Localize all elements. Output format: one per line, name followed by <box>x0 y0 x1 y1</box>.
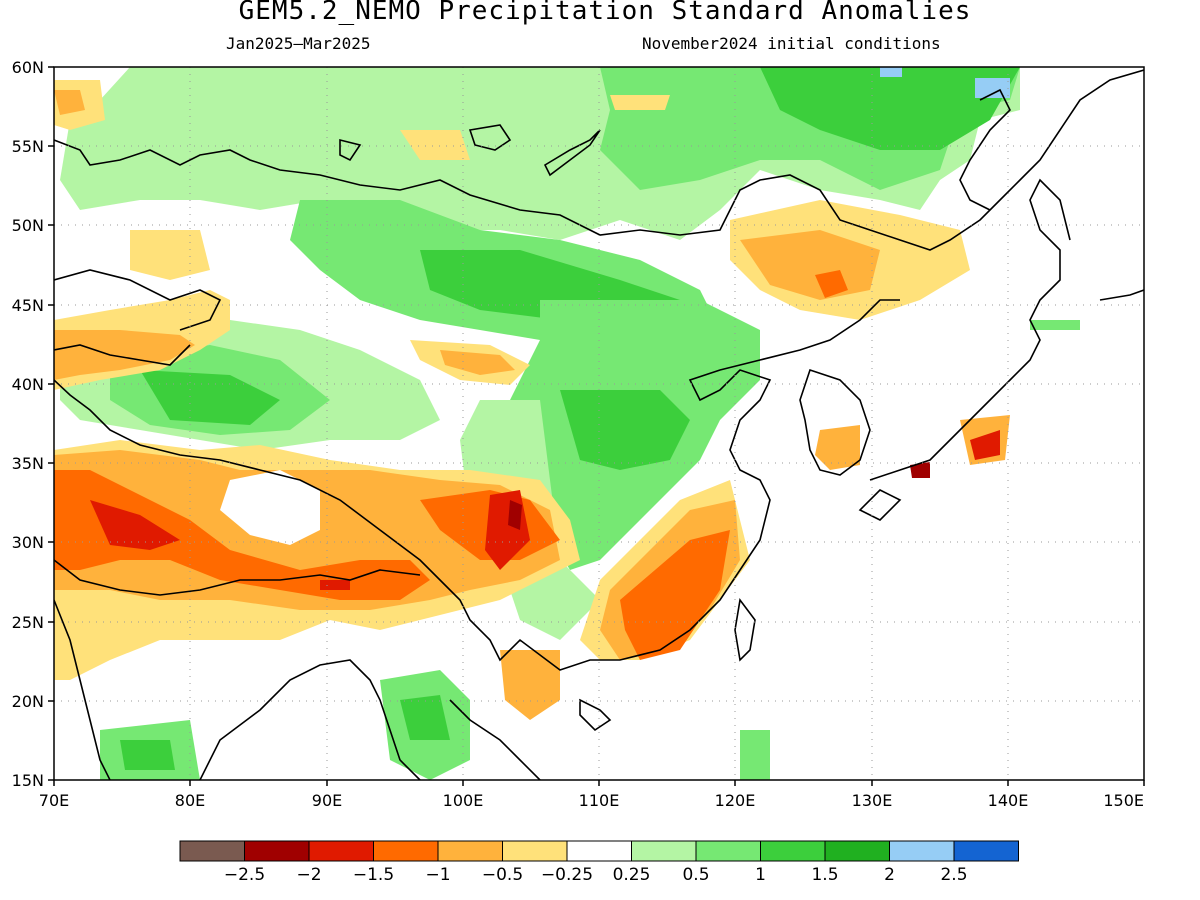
colorbar-label: 0.5 <box>682 865 709 885</box>
red-manchuria <box>815 270 848 298</box>
lat-label-20n: 20N <box>12 692 44 711</box>
colorbar-swatch <box>889 840 955 862</box>
colorbar-label: −0.25 <box>541 865 593 885</box>
initial-conditions-subtitle: November2024 initial conditions <box>642 34 941 53</box>
green-central-dark <box>140 370 280 425</box>
colorbar-swatch <box>502 840 568 862</box>
lon-label-120e: 120E <box>715 791 756 810</box>
red-tibet-small <box>320 580 350 590</box>
colorbar-label: −1 <box>425 865 450 885</box>
colorbar-label: −2.5 <box>224 865 265 885</box>
axis-ticks <box>48 66 1145 786</box>
orange-sib <box>610 95 670 110</box>
lat-label-55n: 55N <box>12 137 44 156</box>
lat-label-15n: 15N <box>12 771 44 790</box>
orange-mongolia-mid <box>440 350 515 375</box>
darkred-sichuan <box>508 500 522 530</box>
lon-label-110e: 110E <box>579 791 620 810</box>
orange-arctic-west-mid <box>54 90 85 115</box>
blue-patch-2 <box>975 78 1010 98</box>
colorbar-labels: −2.5 −2 −1.5 −1 −0.5 −0.25 0.25 0.5 1 1.5 2 2.5 <box>224 865 968 885</box>
period-subtitle: Jan2025–Mar2025 <box>226 34 371 53</box>
colorbar-swatch <box>953 840 1019 862</box>
red-southchina <box>620 530 730 660</box>
lat-label-25n: 25N <box>12 613 44 632</box>
colorbar-label: 1.5 <box>811 865 838 885</box>
lon-label-80e: 80E <box>175 791 205 810</box>
lon-label-130e: 130E <box>852 791 893 810</box>
green-northeast-dark <box>760 67 1020 150</box>
orange-westasia-mid <box>54 330 195 380</box>
red-himalaya <box>90 500 180 550</box>
green-japan-sea <box>1030 320 1080 330</box>
lat-label-40n: 40N <box>12 375 44 394</box>
lon-label-150e: 150E <box>1103 791 1144 810</box>
orange-baikal <box>400 130 470 160</box>
lat-label-50n: 50N <box>12 216 44 235</box>
colorbar-swatch <box>695 840 761 862</box>
lat-label-30n: 30N <box>12 533 44 552</box>
darkred-japan <box>910 462 930 478</box>
colorbar-label: −2 <box>296 865 321 885</box>
white-tibet-hole <box>220 470 320 545</box>
colorbar-label: 2.5 <box>940 865 967 885</box>
lon-label-140e: 140E <box>988 791 1029 810</box>
colorbar-swatch <box>179 840 245 862</box>
blue-patch-1 <box>880 67 902 77</box>
orange-kazakh <box>130 230 210 280</box>
red-japan <box>970 430 1000 460</box>
orange-himalaya <box>54 470 430 600</box>
colorbar-swatch <box>308 840 374 862</box>
lat-label-35n: 35N <box>12 454 44 473</box>
colorbar-label: 0.25 <box>613 865 651 885</box>
colorbar-swatch <box>760 840 826 862</box>
anomaly-field <box>54 67 1144 780</box>
colorbar-swatch <box>373 840 439 862</box>
orange-indochina <box>500 650 560 720</box>
map-title: GEM5.2_NEMO Precipitation Standard Anoma… <box>238 0 972 26</box>
colorbar-swatch <box>566 840 632 862</box>
green-china-dark <box>560 390 690 470</box>
green-india-dark <box>120 740 175 770</box>
colorbar <box>179 840 1019 862</box>
colorbar-swatch <box>824 840 890 862</box>
colorbar-swatch <box>631 840 697 862</box>
colorbar-label: 1 <box>755 865 766 885</box>
colorbar-swatch <box>244 840 310 862</box>
lat-label-60n: 60N <box>12 58 44 77</box>
colorbar-label: 2 <box>884 865 895 885</box>
latitude-labels: 60N 55N 50N 45N 40N 35N 30N 25N 20N 15N <box>12 58 44 790</box>
green-philippines <box>740 730 770 780</box>
lat-label-45n: 45N <box>12 296 44 315</box>
colorbar-swatch <box>437 840 503 862</box>
colorbar-label: −1.5 <box>353 865 394 885</box>
green-indochina-dark <box>400 695 450 740</box>
colorbar-label: −0.5 <box>482 865 523 885</box>
coastlines <box>54 69 1144 780</box>
lon-label-90e: 90E <box>312 791 342 810</box>
lon-label-100e: 100E <box>443 791 484 810</box>
longitude-labels: 70E 80E 90E 100E 110E 120E 130E 140E 150… <box>39 791 1144 810</box>
orange-korea <box>815 425 860 470</box>
lon-label-70e: 70E <box>39 791 69 810</box>
